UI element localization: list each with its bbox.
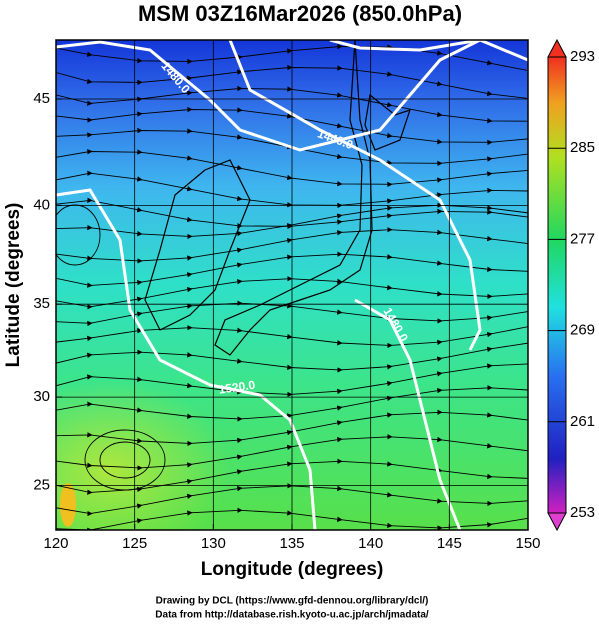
colorbar-tick-label: 293 [570,48,595,65]
colorbar-extend [547,38,567,58]
colorbar [547,56,567,514]
streamline [56,43,528,72]
x-tick-label: 130 [201,535,226,552]
x-axis-label: Longitude (degrees) [201,559,384,580]
streamline [84,429,166,491]
colorbar-tick-label: 269 [570,322,595,339]
streamline [56,300,528,327]
x-tick-label: 150 [515,535,540,552]
colorbar-extend [547,512,567,532]
credit: Drawing by DCL (https://www.gfd-dennou.o… [156,596,429,607]
streamline [56,507,528,530]
y-axis-label: Latitude (degrees) [3,203,24,368]
contours [56,40,528,530]
y-tick-label: 40 [33,196,50,213]
streamline [99,441,151,479]
y-tick-label: 35 [33,295,50,312]
colorbar-tick-label: 277 [570,230,595,247]
colorbar-tick-label: 285 [570,139,595,156]
x-tick-label: 135 [279,535,304,552]
graticule [56,40,528,530]
map-field [56,40,528,530]
y-tick-label: 45 [33,90,50,107]
x-tick-label: 145 [437,535,462,552]
x-tick-label: 125 [122,535,147,552]
x-tick-label: 120 [43,535,68,552]
colorbar-tick-label: 253 [570,504,595,521]
contour-label: 1520.0 [218,378,257,397]
streamline [56,324,528,349]
y-tick-label: 25 [33,476,50,493]
credit: Data from http://database.rish.kyoto-u.a… [155,610,429,621]
title: MSM 03Z16Mar2026 (850.0hPa) [138,1,462,26]
y-tick-label: 30 [33,388,50,405]
colorbar-tick-label: 261 [570,413,595,430]
x-tick-label: 140 [358,535,383,552]
